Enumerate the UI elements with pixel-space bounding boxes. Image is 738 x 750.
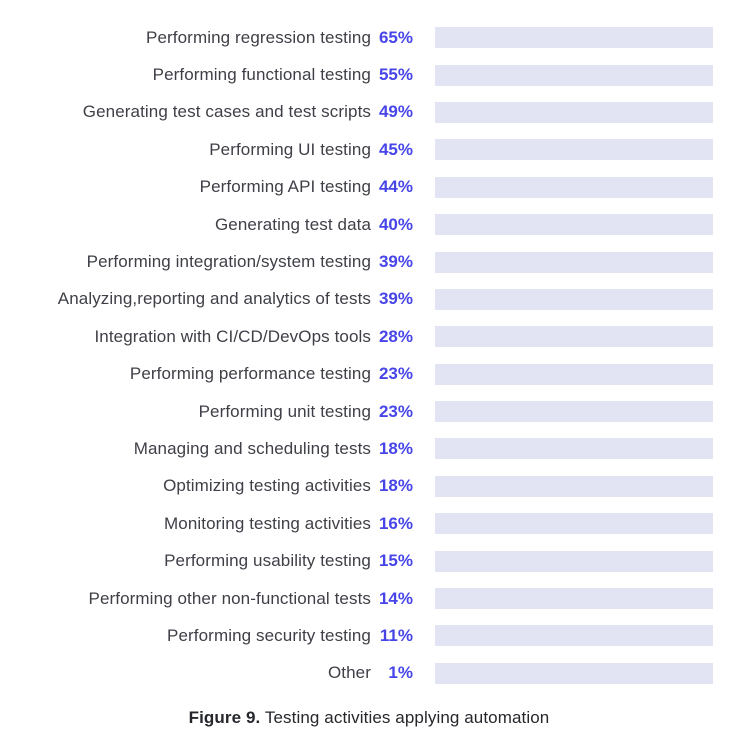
bar-track xyxy=(435,139,713,161)
chart-row: Integration with CI/CD/DevOps tools 28% xyxy=(0,318,738,355)
category-label: Performing UI testing xyxy=(209,139,371,159)
category-label: Managing and scheduling tests xyxy=(133,438,371,458)
bar-track xyxy=(435,475,713,497)
chart-row: Performing security testing 11% xyxy=(0,617,738,654)
bar-track xyxy=(435,64,713,86)
category-label: Performing API testing xyxy=(199,177,371,197)
bar-track xyxy=(435,588,713,610)
chart-row: Performing API testing 44% xyxy=(0,169,738,206)
bar-track xyxy=(435,513,713,535)
bar-track xyxy=(435,438,713,460)
bar-track xyxy=(435,251,713,273)
chart-row: Optimizing testing activities 18% xyxy=(0,468,738,505)
category-label: Analyzing,reporting and analytics of tes… xyxy=(57,289,371,309)
bar-track xyxy=(435,27,713,49)
category-label: Performing functional testing xyxy=(152,65,371,85)
category-label: Optimizing testing activities xyxy=(163,476,371,496)
chart-row: Performing unit testing 23% xyxy=(0,393,738,430)
category-label: Performing regression testing xyxy=(146,27,371,47)
bar-track xyxy=(435,401,713,423)
value-label: 18% xyxy=(378,438,413,458)
chart-row: Performing UI testing 45% xyxy=(0,131,738,168)
category-label: Integration with CI/CD/DevOps tools xyxy=(94,326,371,346)
chart-row: Performing usability testing 15% xyxy=(0,542,738,579)
value-label: 18% xyxy=(378,476,413,496)
chart-row: Generating test cases and test scripts 4… xyxy=(0,94,738,131)
category-label: Other xyxy=(327,663,371,683)
chart-row: Other 1% xyxy=(0,655,738,692)
bar-track xyxy=(435,363,713,385)
chart-row: Monitoring testing activities 16% xyxy=(0,505,738,542)
category-label: Monitoring testing activities xyxy=(164,513,371,533)
category-label: Performing unit testing xyxy=(198,401,371,421)
bar-track xyxy=(435,176,713,198)
category-label: Performing other non-functional tests xyxy=(88,588,371,608)
chart-row: Generating test data 40% xyxy=(0,206,738,243)
value-label: 49% xyxy=(378,102,413,122)
value-label: 23% xyxy=(378,401,413,421)
value-label: 11% xyxy=(379,625,413,645)
chart-row: Managing and scheduling tests 18% xyxy=(0,430,738,467)
value-label: 39% xyxy=(378,289,413,309)
figure-caption: Figure 9. Testing activities applying au… xyxy=(0,708,738,728)
value-label: 23% xyxy=(378,364,413,384)
value-label: 65% xyxy=(378,27,413,47)
value-label: 44% xyxy=(378,177,413,197)
figure-caption-prefix: Figure 9. xyxy=(188,708,261,728)
bar-track xyxy=(435,326,713,348)
value-label: 16% xyxy=(378,513,413,533)
chart-row: Performing integration/system testing 39… xyxy=(0,243,738,280)
category-label: Performing usability testing xyxy=(164,551,371,571)
value-label: 45% xyxy=(378,139,413,159)
bar-chart: Performing regression testing 65% Perfor… xyxy=(0,19,738,692)
category-label: Generating test cases and test scripts xyxy=(82,102,371,122)
value-label: 14% xyxy=(378,588,413,608)
value-label: 15% xyxy=(378,551,413,571)
chart-row: Performing other non-functional tests 14… xyxy=(0,580,738,617)
value-label: 39% xyxy=(378,252,413,272)
category-label: Performing security testing xyxy=(167,625,371,645)
chart-row: Performing performance testing 23% xyxy=(0,356,738,393)
value-label: 28% xyxy=(378,326,413,346)
chart-row: Analyzing,reporting and analytics of tes… xyxy=(0,281,738,318)
chart-row: Performing functional testing 55% xyxy=(0,56,738,93)
category-label: Generating test data xyxy=(214,214,371,234)
bar-track xyxy=(435,214,713,236)
bar-track xyxy=(435,288,713,310)
bar-track xyxy=(435,550,713,572)
value-label: 55% xyxy=(378,65,413,85)
bar-track xyxy=(435,101,713,123)
category-label: Performing performance testing xyxy=(129,364,371,384)
chart-row: Performing regression testing 65% xyxy=(0,19,738,56)
category-label: Performing integration/system testing xyxy=(86,252,371,272)
value-label: 1% xyxy=(388,663,413,683)
bar-track xyxy=(435,662,713,684)
value-label: 40% xyxy=(378,214,413,234)
figure-caption-text: Testing activities applying automation xyxy=(264,708,550,728)
bar-track xyxy=(435,625,713,647)
